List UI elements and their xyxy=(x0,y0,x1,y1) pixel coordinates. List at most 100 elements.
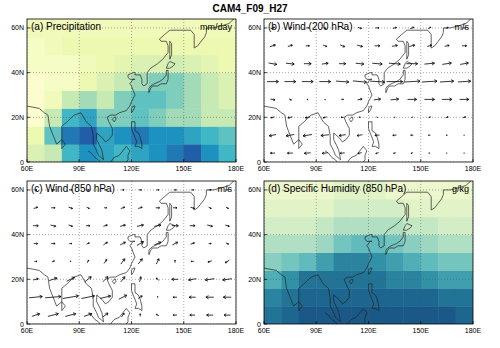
wind-vector xyxy=(172,278,179,281)
wind-vector xyxy=(69,225,73,227)
cell xyxy=(184,126,202,144)
wind-vector xyxy=(209,243,212,244)
cell xyxy=(334,306,352,324)
wind-vector xyxy=(387,80,403,83)
wind-vector xyxy=(358,152,362,154)
wind-vector xyxy=(209,189,212,190)
wind-vector xyxy=(463,117,466,118)
wind-vector xyxy=(303,134,312,137)
wind-vector xyxy=(172,242,177,245)
x-tick-label: 90E xyxy=(310,165,323,172)
cell xyxy=(44,144,62,162)
x-tick-label: 180E xyxy=(228,165,245,172)
cell xyxy=(184,144,202,162)
cell xyxy=(201,73,219,91)
cell xyxy=(299,306,317,324)
cell xyxy=(79,91,97,109)
cell xyxy=(438,288,456,306)
cell xyxy=(421,235,439,253)
x-tick-label: 90E xyxy=(73,327,86,334)
wind-vector xyxy=(103,225,107,227)
wind-vector xyxy=(446,117,449,118)
figure-title: CAM4_F09_H27 xyxy=(212,3,287,14)
wind-vector xyxy=(65,313,76,317)
wind-vector xyxy=(462,45,467,47)
coastline xyxy=(386,232,405,254)
x-tick-label: 60E xyxy=(21,327,34,334)
wind-vector xyxy=(323,45,327,47)
wind-vector xyxy=(428,27,431,29)
cell xyxy=(456,270,473,288)
cell xyxy=(97,55,115,73)
cell xyxy=(281,306,299,324)
cell xyxy=(97,37,115,55)
cell xyxy=(403,270,421,288)
cell xyxy=(369,217,387,235)
cell xyxy=(299,235,317,253)
cell xyxy=(97,91,115,109)
wind-vector xyxy=(81,295,94,299)
wind-vector xyxy=(442,98,452,101)
cell xyxy=(219,108,236,126)
coastline xyxy=(299,302,303,311)
cell xyxy=(351,288,369,306)
x-tick-label: 150E xyxy=(176,327,193,334)
cell xyxy=(97,144,115,162)
coastline xyxy=(62,302,66,311)
grid-line xyxy=(264,279,473,280)
wind-vector xyxy=(175,260,176,263)
cell xyxy=(456,253,473,271)
wind-vector xyxy=(223,278,232,281)
wind-vector xyxy=(269,134,276,137)
wind-vector xyxy=(376,116,378,118)
cell xyxy=(44,73,62,91)
wind-vector xyxy=(319,80,330,83)
cell xyxy=(201,126,219,144)
cell xyxy=(438,199,456,217)
x-tick-label: 120E xyxy=(123,165,140,172)
cell xyxy=(219,37,236,55)
cell xyxy=(166,144,184,162)
cell xyxy=(281,217,299,235)
cell xyxy=(456,199,473,217)
y-tick xyxy=(27,162,30,163)
cell xyxy=(369,270,387,288)
cell xyxy=(421,199,439,217)
cell xyxy=(201,91,219,109)
y-tick xyxy=(264,189,267,190)
wind-vector xyxy=(322,152,328,154)
wind-vector xyxy=(372,62,382,65)
cell xyxy=(264,306,282,324)
coastline xyxy=(132,268,136,275)
y-tick xyxy=(264,234,267,235)
coastline xyxy=(149,232,168,254)
cell xyxy=(166,73,184,91)
wind-vector xyxy=(375,134,380,136)
coastline xyxy=(166,224,175,231)
wind-vector xyxy=(411,135,414,136)
y-tick-label: 20N xyxy=(11,114,24,121)
x-tick-label: 180E xyxy=(228,327,245,334)
cell xyxy=(184,55,202,73)
wind-vector xyxy=(173,296,177,298)
cell xyxy=(264,288,282,306)
cell xyxy=(44,55,62,73)
wind-vector xyxy=(70,261,72,262)
y-tick xyxy=(27,279,30,280)
wind-vector xyxy=(359,116,361,118)
cell xyxy=(114,126,132,144)
cell xyxy=(166,37,184,55)
cell xyxy=(438,253,456,271)
wind-vector xyxy=(157,297,159,298)
cell xyxy=(114,37,132,55)
wind-vector xyxy=(393,135,397,137)
cell xyxy=(386,306,404,324)
wind-vector xyxy=(226,207,229,208)
wind-vector xyxy=(137,224,144,227)
wind-vector xyxy=(306,45,310,47)
wind-vector xyxy=(48,313,59,317)
plot-background xyxy=(264,181,473,324)
wind-vector xyxy=(270,99,275,101)
wind-vector xyxy=(375,45,380,47)
coastline xyxy=(407,203,409,221)
